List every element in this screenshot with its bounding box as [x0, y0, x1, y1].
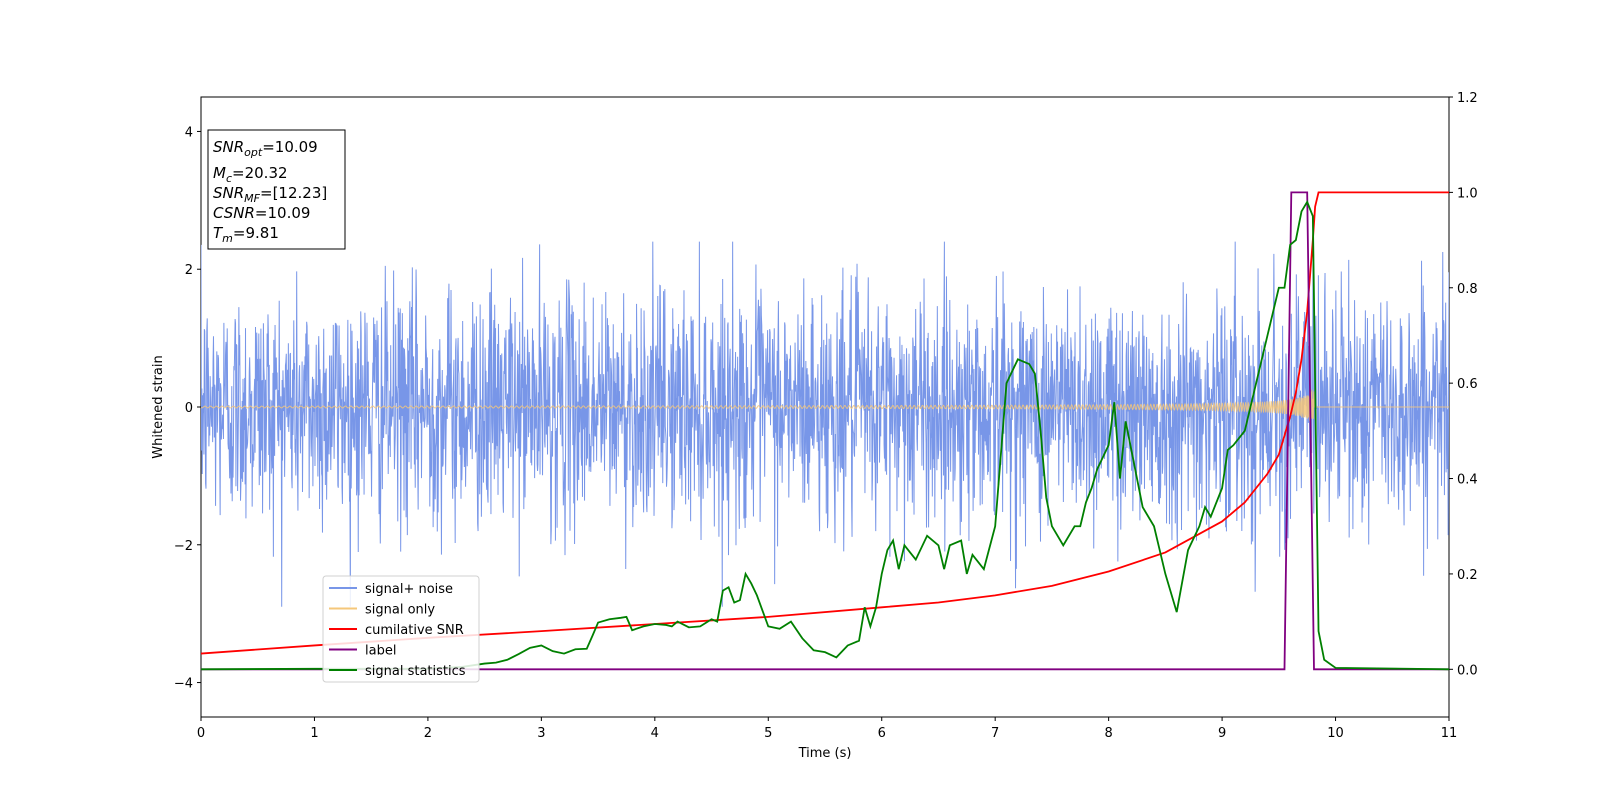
x-tick-label: 5: [764, 726, 772, 741]
annotation-snr-mf: SNRMF=[12.23]: [213, 184, 327, 205]
legend-label: label: [365, 644, 396, 659]
y-tick-label: −4: [174, 677, 193, 692]
annotation-snr-mf-symbol: SNR: [213, 184, 244, 202]
annotation-snr-opt-symbol: SNR: [213, 138, 244, 156]
annotation-box: SNRopt=10.09 Mc=20.32 SNRMF=[12.23] CSNR…: [207, 129, 346, 250]
annotation-snr-mf-sub: MF: [244, 192, 260, 205]
legend-label: signal only: [365, 603, 435, 618]
annotation-snr-opt-value: =10.09: [262, 138, 318, 156]
x-tick-label: 3: [537, 726, 545, 741]
legend-frame: [322, 575, 480, 683]
annotation-mc-value: =20.32: [232, 164, 288, 182]
series-signal-statistics: [201, 199, 1449, 671]
y2-tick-label: 0.6: [1457, 377, 1478, 392]
annotation-snr-opt: SNRopt=10.09: [213, 138, 318, 159]
signal-noise-line: [201, 241, 1449, 607]
y-axis-ticks: 4 2 0 −2 −4: [174, 125, 201, 692]
annotation-csnr-value: =10.09: [255, 204, 311, 222]
x-tick-label: 4: [651, 726, 659, 741]
annotation-tm-value: =9.81: [233, 224, 279, 242]
signal-only-line: [201, 389, 1449, 421]
x-tick-label: 8: [1104, 726, 1112, 741]
y-tick-label: 4: [185, 125, 193, 140]
legend-label: signal statistics: [365, 664, 466, 679]
y-tick-label: 2: [185, 263, 193, 278]
series-signal-noise: [201, 241, 1449, 607]
series-label: [201, 191, 1449, 671]
y2-tick-label: 1.0: [1457, 186, 1478, 201]
x-tick-label: 1: [310, 726, 318, 741]
x-tick-label: 9: [1218, 726, 1226, 741]
annotation-snr-opt-sub: opt: [244, 146, 263, 159]
annotation-snr-mf-value: =[12.23]: [260, 184, 327, 202]
legend-label: cumilative SNR: [365, 623, 464, 638]
x-axis-ticks: 0 1 2 3 4 5 6 7 8 9 10 11: [197, 717, 1457, 741]
y2-axis-ticks: 1.2 1.0 0.8 0.6 0.4 0.2 0.0: [1449, 91, 1478, 678]
x-tick-label: 11: [1441, 726, 1458, 741]
y-tick-label: −2: [174, 539, 193, 554]
annotation-mc-symbol: M: [213, 164, 226, 182]
series-signal-only: [201, 389, 1449, 421]
y-axis-label: Whitened strain: [151, 355, 166, 458]
series-layer: [201, 191, 1449, 671]
y2-tick-label: 0.4: [1457, 473, 1478, 488]
y2-tick-label: 0.8: [1457, 282, 1478, 297]
x-tick-label: 2: [424, 726, 432, 741]
legend-label: signal+ noise: [365, 582, 453, 597]
y2-tick-label: 1.2: [1457, 91, 1478, 106]
x-tick-label: 6: [878, 726, 886, 741]
annotation-tm-symbol: T: [213, 224, 224, 242]
annotation-mc: Mc=20.32: [213, 164, 288, 185]
label-line: [201, 191, 1449, 671]
y2-tick-label: 0.2: [1457, 568, 1478, 583]
annotation-mc-sub: c: [226, 172, 232, 185]
x-tick-label: 10: [1327, 726, 1344, 741]
y2-tick-label: 0.0: [1457, 663, 1478, 678]
legend: signal+ noise signal only cumilative SNR la…: [322, 575, 480, 683]
y-tick-label: 0: [185, 401, 193, 416]
x-tick-label: 7: [991, 726, 999, 741]
annotation-csnr-symbol: CSNR: [213, 204, 255, 222]
annotation-tm: Tm=9.81: [213, 224, 279, 245]
annotation-csnr: CSNR=10.09: [213, 204, 310, 222]
signal-statistics-line: [201, 199, 1449, 671]
x-tick-label: 0: [197, 726, 205, 741]
annotation-frame: [207, 129, 346, 250]
x-axis-label: Time (s): [798, 746, 852, 761]
annotation-tm-sub: m: [222, 232, 233, 245]
